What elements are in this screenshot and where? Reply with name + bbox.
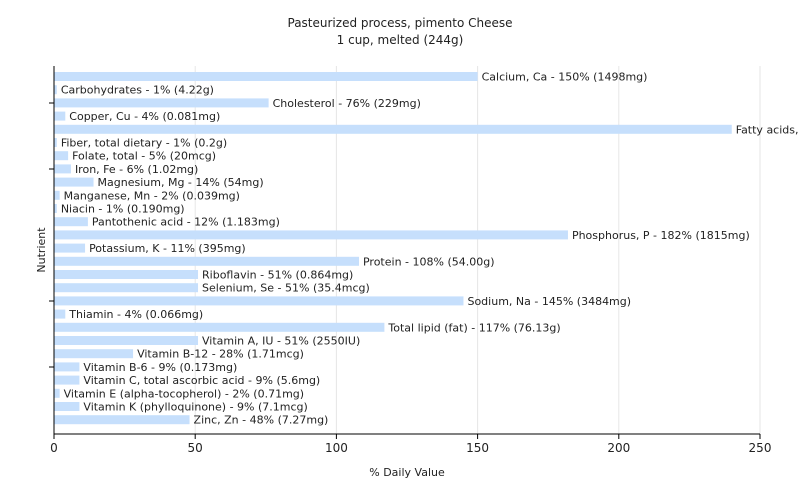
x-tick-label: 100	[325, 441, 348, 455]
bar-group: Carbohydrates - 1% (4.22g)	[54, 84, 214, 97]
bar	[54, 270, 199, 279]
bar	[54, 138, 57, 147]
bar	[54, 388, 60, 398]
x-tick-label: 50	[188, 441, 203, 455]
bar-label: Phosphorus, P - 182% (1815mg)	[572, 229, 750, 242]
bar	[54, 336, 199, 345]
bar-label: Magnesium, Mg - 14% (54mg)	[98, 176, 264, 189]
bar	[54, 204, 57, 213]
bar-group: Iron, Fe - 6% (1.02mg)	[54, 163, 198, 176]
bar-group: Thiamin - 4% (0.066mg)	[54, 308, 203, 321]
bar	[54, 111, 66, 121]
bar	[54, 309, 66, 319]
bar	[54, 349, 134, 359]
x-tick-label: 0	[50, 441, 58, 455]
bar-group: Vitamin C, total ascorbic acid - 9% (5.6…	[54, 374, 320, 387]
bar-group: Fiber, total dietary - 1% (0.2g)	[54, 137, 227, 150]
bar	[54, 217, 88, 227]
chart-title: Pasteurized process, pimento Cheese	[288, 16, 513, 30]
bar-label: Potassium, K - 11% (395mg)	[89, 242, 246, 255]
bar-group: Riboflavin - 51% (0.864mg)	[54, 269, 353, 282]
bar-label: Iron, Fe - 6% (1.02mg)	[75, 163, 198, 176]
bar	[54, 415, 190, 425]
bar	[54, 402, 80, 411]
bar-group: Fatty acids, total saturated - 240% (47.…	[54, 123, 800, 136]
bar-label: Selenium, Se - 51% (35.4mcg)	[202, 282, 370, 295]
bar	[54, 322, 385, 332]
bar-label: Copper, Cu - 4% (0.081mg)	[69, 110, 220, 123]
bar-label: Niacin - 1% (0.190mg)	[61, 203, 185, 216]
bar	[54, 296, 464, 306]
bar-group: Calcium, Ca - 150% (1498mg)	[54, 71, 647, 84]
bar-group: Folate, total - 5% (20mcg)	[54, 150, 216, 163]
bar-label: Sodium, Na - 145% (3484mg)	[467, 295, 631, 308]
bar	[54, 230, 568, 240]
bar	[54, 85, 57, 95]
bar	[54, 190, 60, 200]
bar-group: Magnesium, Mg - 14% (54mg)	[54, 176, 264, 189]
y-axis-ticks	[49, 102, 54, 368]
bar	[54, 177, 94, 187]
bar	[54, 151, 69, 161]
bar	[54, 283, 199, 293]
bar-group: Zinc, Zn - 48% (7.27mg)	[54, 414, 328, 427]
bar-label: Zinc, Zn - 48% (7.27mg)	[194, 414, 329, 427]
bar	[54, 164, 71, 174]
bar-label: Vitamin K (phylloquinone) - 9% (7.1mcg)	[83, 401, 307, 414]
bar-group: Sodium, Na - 145% (3484mg)	[54, 295, 631, 308]
bar-label: Vitamin B-12 - 28% (1.71mcg)	[137, 348, 304, 361]
bar-label: Calcium, Ca - 150% (1498mg)	[482, 71, 648, 84]
bar-group: Vitamin B-6 - 9% (0.173mg)	[54, 361, 237, 374]
bar	[54, 124, 732, 134]
bar-label: Thiamin - 4% (0.066mg)	[68, 308, 203, 321]
bar-group: Selenium, Se - 51% (35.4mcg)	[54, 282, 370, 295]
bar-label: Vitamin B-6 - 9% (0.173mg)	[83, 361, 237, 374]
bar-group: Phosphorus, P - 182% (1815mg)	[54, 229, 750, 242]
bar-label: Carbohydrates - 1% (4.22g)	[61, 84, 214, 97]
bar	[54, 362, 80, 372]
bar-label: Total lipid (fat) - 117% (76.13g)	[387, 321, 560, 334]
bar-group: Vitamin A, IU - 51% (2550IU)	[54, 335, 360, 348]
x-tick-label: 250	[749, 441, 772, 455]
y-axis-label: Nutrient	[35, 227, 48, 273]
bar-group: Protein - 108% (54.00g)	[54, 255, 495, 268]
bar	[54, 98, 269, 108]
x-tick-label: 150	[466, 441, 489, 455]
bar-label: Fatty acids, total saturated - 240% (47.…	[736, 123, 800, 136]
bar-group: Cholesterol - 76% (229mg)	[54, 97, 421, 110]
bar-group: Vitamin K (phylloquinone) - 9% (7.1mcg)	[54, 401, 308, 414]
bar-group: Vitamin B-12 - 28% (1.71mcg)	[54, 348, 304, 361]
bar-label: Cholesterol - 76% (229mg)	[273, 97, 421, 110]
chart-subtitle: 1 cup, melted (244g)	[337, 33, 464, 47]
bar	[54, 375, 80, 385]
bar-label: Protein - 108% (54.00g)	[363, 255, 495, 268]
bar-group: Potassium, K - 11% (395mg)	[54, 242, 246, 255]
bar-label: Vitamin C, total ascorbic acid - 9% (5.6…	[83, 374, 320, 387]
x-tick-label: 200	[607, 441, 630, 455]
bar	[54, 243, 86, 253]
bar-label: Folate, total - 5% (20mcg)	[72, 150, 216, 163]
bar-group: Niacin - 1% (0.190mg)	[54, 203, 185, 216]
bar-label: Pantothenic acid - 12% (1.183mg)	[92, 216, 280, 229]
bar	[54, 256, 359, 266]
bar-label: Riboflavin - 51% (0.864mg)	[202, 269, 353, 282]
bar-group: Copper, Cu - 4% (0.081mg)	[54, 110, 220, 123]
bar-label: Vitamin A, IU - 51% (2550IU)	[202, 335, 360, 348]
bars: Calcium, Ca - 150% (1498mg) Carbohydrates…	[54, 71, 800, 427]
bar-group: Total lipid (fat) - 117% (76.13g)	[54, 321, 561, 334]
bar-group: Pantothenic acid - 12% (1.183mg)	[54, 216, 280, 229]
bar	[54, 72, 478, 81]
bar-group: Vitamin E (alpha-tocopherol) - 2% (0.71m…	[54, 387, 304, 400]
bar-label: Fiber, total dietary - 1% (0.2g)	[61, 137, 227, 150]
x-axis-label: % Daily Value	[369, 466, 445, 479]
bar-label: Vitamin E (alpha-tocopherol) - 2% (0.71m…	[64, 387, 304, 400]
bar-group: Manganese, Mn - 2% (0.039mg)	[54, 189, 240, 202]
bar-label: Manganese, Mn - 2% (0.039mg)	[64, 189, 240, 202]
x-axis-ticks: 0 50 100 150 200 250	[50, 434, 771, 455]
